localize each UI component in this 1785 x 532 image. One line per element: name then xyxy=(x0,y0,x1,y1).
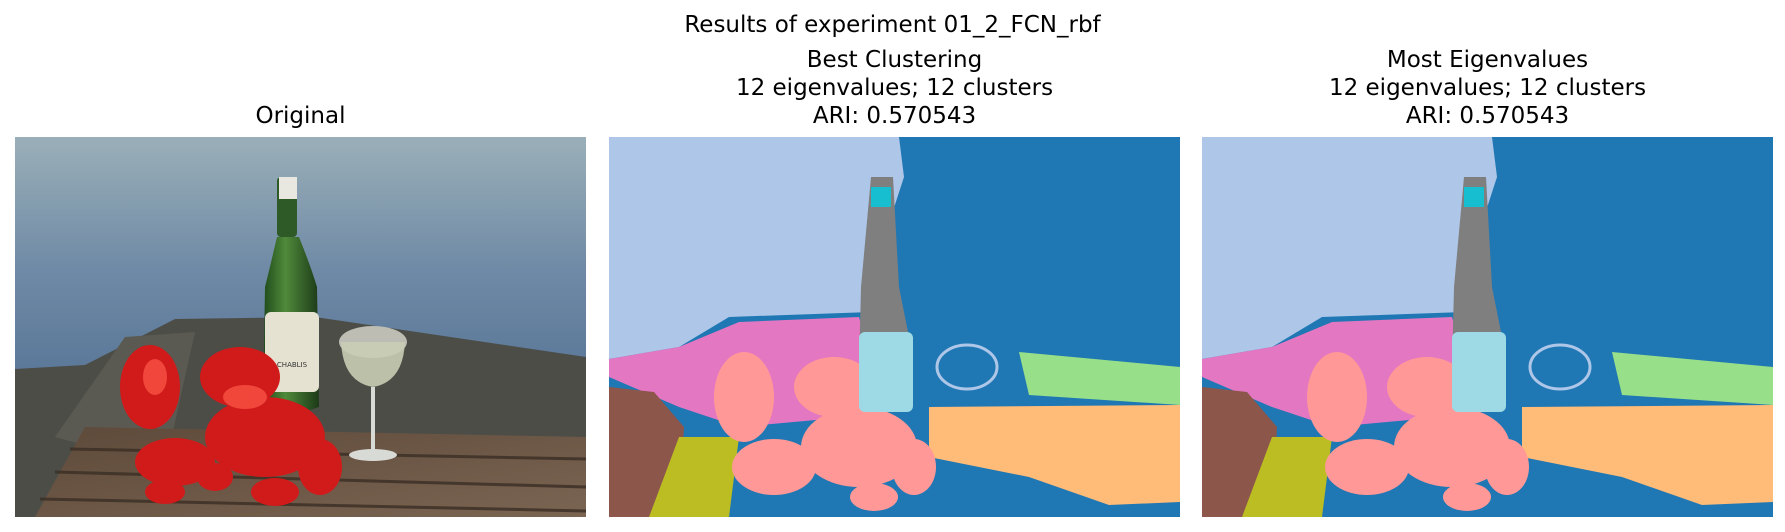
title-line-3: ARI: 0.570543 xyxy=(1405,103,1570,129)
title-line-3: ARI: 0.570543 xyxy=(812,103,977,129)
title-line-1: Best Clustering xyxy=(806,47,983,73)
best-clustering-segmentation xyxy=(609,137,1180,517)
panel-original-title-line: Original xyxy=(255,103,346,129)
title-line-2: 12 eigenvalues; 12 clusters xyxy=(735,75,1054,101)
most-eigenvalues-segmentation xyxy=(1202,137,1773,517)
panel-most-eigenvalues-title: Most Eigenvalues 12 eigenvalues; 12 clus… xyxy=(1202,46,1773,130)
panel-best-clustering-title: Best Clustering 12 eigenvalues; 12 clust… xyxy=(609,46,1180,130)
original-photo-drawing: CHABLIS xyxy=(15,137,586,517)
svg-text:CHABLIS: CHABLIS xyxy=(277,361,308,369)
panel-original-title: Original xyxy=(15,102,586,130)
title-line-1: Most Eigenvalues xyxy=(1386,47,1589,73)
title-line-2: 12 eigenvalues; 12 clusters xyxy=(1328,75,1647,101)
segmentation-map xyxy=(1202,137,1773,517)
segmentation-map xyxy=(609,137,1180,517)
original-photo: CHABLIS xyxy=(15,137,586,517)
figure-suptitle: Results of experiment 01_2_FCN_rbf xyxy=(684,12,1101,38)
